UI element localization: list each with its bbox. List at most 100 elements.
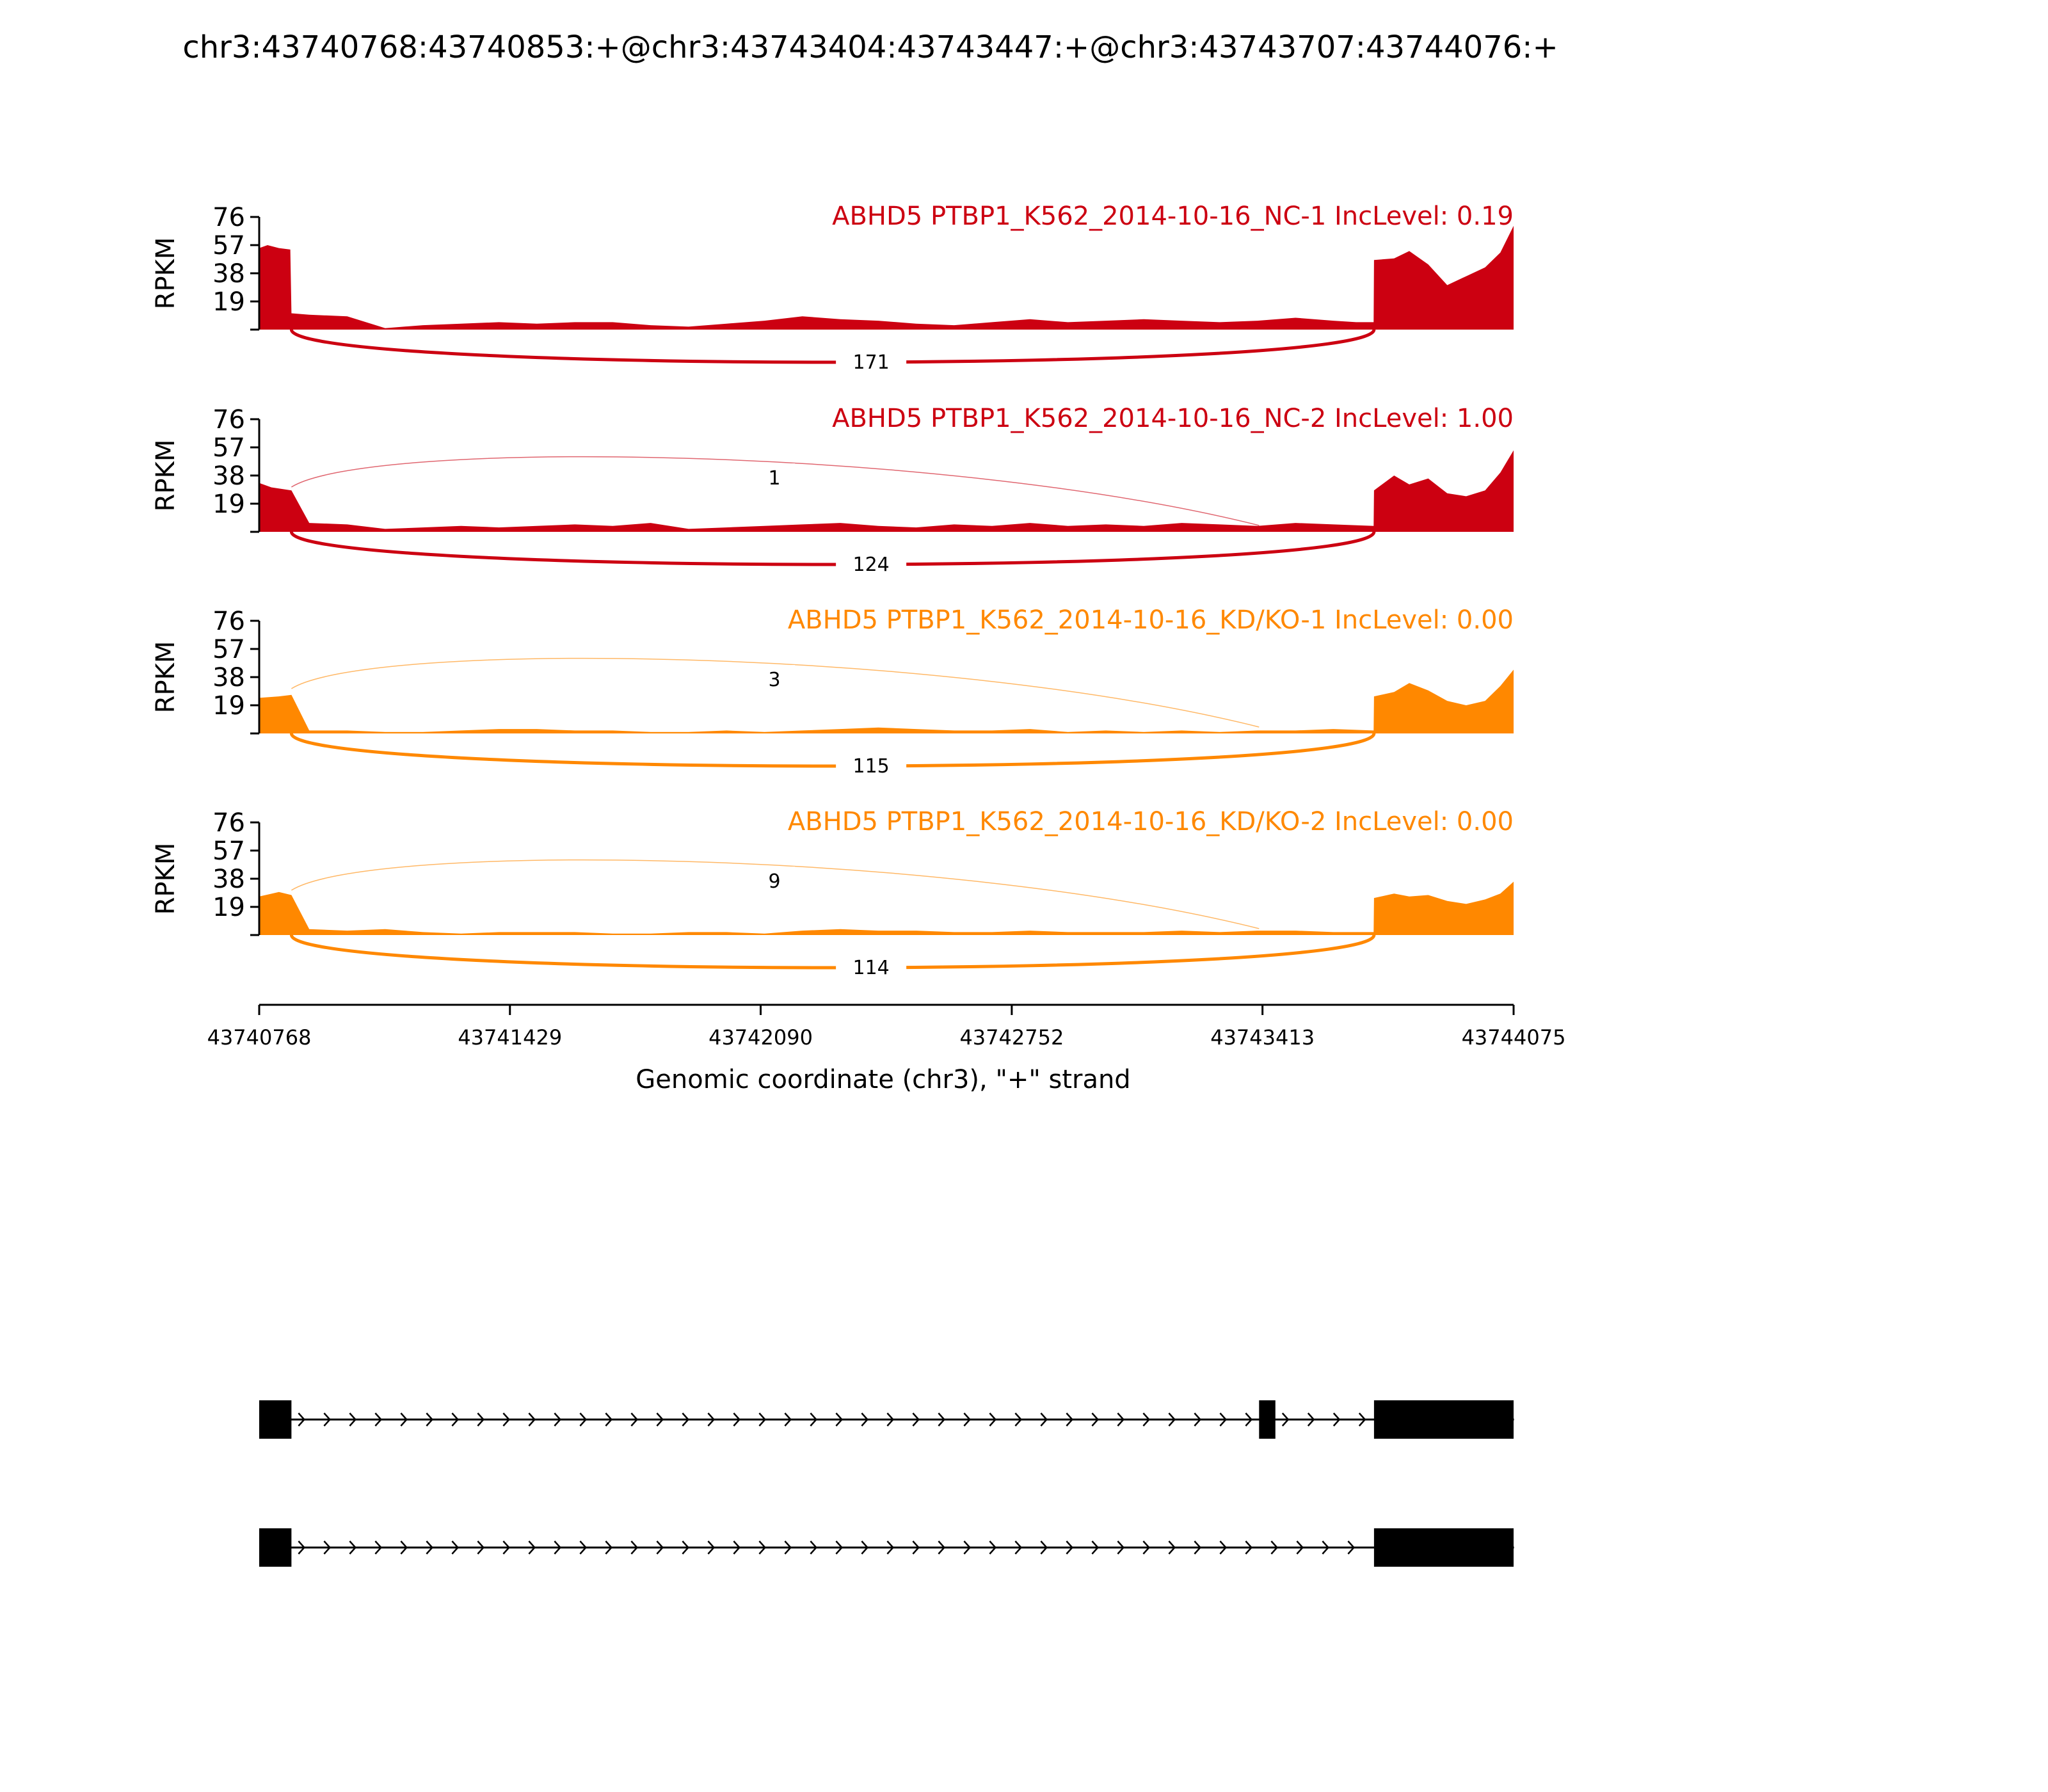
junction-arc xyxy=(291,859,1260,929)
junction-count: 171 xyxy=(853,351,890,374)
y-axis-label: RPKM xyxy=(151,237,180,310)
y-axis-label: RPKM xyxy=(151,843,180,915)
junction-count: 114 xyxy=(853,957,890,979)
strand-arrow xyxy=(1245,1412,1253,1427)
strand-arrow xyxy=(886,1540,895,1555)
strand-arrow xyxy=(1066,1412,1074,1427)
strand-arrow xyxy=(861,1412,869,1427)
strand-arrow xyxy=(1091,1540,1100,1555)
strand-arrow xyxy=(374,1540,383,1555)
strand-arrow xyxy=(502,1540,511,1555)
junction-label-box xyxy=(836,953,907,981)
exon-block xyxy=(1373,1400,1514,1439)
strand-arrow xyxy=(733,1540,741,1555)
x-tick-label: 43744075 xyxy=(1462,1025,1566,1050)
exon-block xyxy=(259,1400,292,1439)
sample-label: ABHD5 PTBP1_K562_2014-10-16_KD/KO-2 IncL… xyxy=(788,807,1514,836)
junction-arc xyxy=(291,657,1260,728)
y-tick-label: 38 xyxy=(212,461,245,491)
strand-arrow xyxy=(1194,1540,1202,1555)
y-tick-label: 38 xyxy=(212,865,245,894)
junction-arc xyxy=(291,456,1260,526)
strand-arrow xyxy=(1091,1412,1100,1427)
exon-block xyxy=(1373,1528,1514,1567)
isoform-inclusion xyxy=(259,1400,1514,1439)
strand-arrow xyxy=(1219,1540,1228,1555)
strand-arrow xyxy=(528,1540,536,1555)
strand-arrow xyxy=(323,1412,332,1427)
strand-arrow xyxy=(682,1540,690,1555)
x-axis: 43740768 43741429 43742090 43742752 43743413… xyxy=(207,1004,1566,1050)
strand-arrow xyxy=(938,1540,946,1555)
strand-arrow xyxy=(1014,1412,1023,1427)
strand-arrow xyxy=(1014,1540,1023,1555)
y-tick-label: 19 xyxy=(212,490,245,519)
y-tick-label: 76 xyxy=(212,203,245,232)
strand-arrow xyxy=(1040,1540,1048,1555)
y-tick-label: 76 xyxy=(212,405,245,435)
x-tick-label: 43742090 xyxy=(708,1025,813,1050)
strand-arrow xyxy=(554,1540,562,1555)
strand-arrow xyxy=(298,1412,306,1427)
x-tick-label: 43743413 xyxy=(1210,1025,1315,1050)
strand-arrow xyxy=(1117,1540,1125,1555)
strand-arrow xyxy=(451,1412,460,1427)
strand-arrow xyxy=(1347,1540,1356,1555)
y-tick-label: 57 xyxy=(212,231,245,260)
gene-models xyxy=(259,1400,1514,1567)
coverage-area xyxy=(259,881,1514,935)
strand-arrow xyxy=(1307,1412,1315,1427)
strand-arrow xyxy=(963,1540,972,1555)
strand-arrow xyxy=(912,1540,920,1555)
strand-arrow xyxy=(1219,1412,1228,1427)
y-tick-label: 57 xyxy=(212,836,245,866)
junction-arc xyxy=(289,934,1376,970)
y-axis-label: RPKM xyxy=(151,641,180,714)
coverage-area xyxy=(259,225,1514,330)
junction-label-box xyxy=(754,867,795,895)
sample-label: ABHD5 PTBP1_K562_2014-10-16_NC-1 IncLeve… xyxy=(832,202,1514,231)
strand-arrow xyxy=(1332,1412,1341,1427)
strand-arrow xyxy=(912,1412,920,1427)
y-tick-label: 57 xyxy=(212,433,245,463)
y-tick-label: 19 xyxy=(212,893,245,922)
strand-arrow xyxy=(579,1540,588,1555)
strand-arrow xyxy=(835,1412,844,1427)
sample-label: ABHD5 PTBP1_K562_2014-10-16_KD/KO-1 IncL… xyxy=(788,605,1514,635)
sample-label: ABHD5 PTBP1_K562_2014-10-16_NC-2 IncLeve… xyxy=(832,404,1514,433)
junction-count: 115 xyxy=(853,755,890,778)
strand-arrow xyxy=(1066,1540,1074,1555)
strand-arrow xyxy=(1142,1540,1151,1555)
strand-arrow xyxy=(1322,1540,1330,1555)
junction-count: 1 xyxy=(768,467,780,490)
coverage-area xyxy=(259,669,1514,733)
strand-arrow xyxy=(400,1412,408,1427)
strand-arrow xyxy=(1281,1412,1290,1427)
junction-label-box xyxy=(836,751,907,780)
strand-arrow xyxy=(1270,1540,1279,1555)
x-tick-label: 43741429 xyxy=(458,1025,562,1050)
strand-arrow xyxy=(502,1412,511,1427)
isoform-exclusion xyxy=(259,1528,1514,1567)
coverage-area xyxy=(259,450,1514,532)
strand-arrow xyxy=(298,1540,306,1555)
junction-arc xyxy=(289,328,1376,364)
strand-arrow xyxy=(989,1412,997,1427)
y-tick-label: 38 xyxy=(212,259,245,289)
strand-arrow xyxy=(1168,1412,1176,1427)
junction-count: 3 xyxy=(768,669,780,691)
x-axis-label: Genomic coordinate (chr3), "+" strand xyxy=(636,1065,1130,1094)
chart-title: chr3:43740768:43740853:+@chr3:43743404:4… xyxy=(182,29,1558,65)
strand-arrow xyxy=(886,1412,895,1427)
strand-arrow xyxy=(477,1540,485,1555)
y-tick-label: 19 xyxy=(212,691,245,721)
strand-arrow xyxy=(656,1412,664,1427)
strand-arrow xyxy=(1296,1540,1304,1555)
strand-arrow xyxy=(835,1540,844,1555)
strand-arrow xyxy=(784,1412,792,1427)
junction-label-box xyxy=(754,665,795,693)
junction-label-box xyxy=(836,348,907,376)
